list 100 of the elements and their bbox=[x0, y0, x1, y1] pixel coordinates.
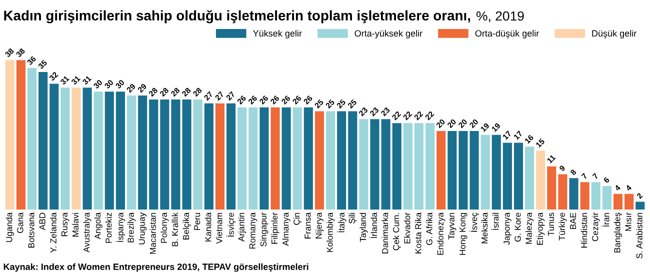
x-tick-label: Angola bbox=[94, 212, 102, 240]
x-tick-label: Cezayir bbox=[592, 212, 600, 242]
x-tick-label: Etiyopya bbox=[536, 212, 545, 245]
x-tick-label: Belçika bbox=[182, 212, 191, 240]
x-tick-label: Kolombiya bbox=[326, 212, 335, 252]
bar bbox=[248, 107, 258, 210]
x-tick-label: Türkiye bbox=[558, 212, 567, 240]
bar bbox=[182, 99, 192, 210]
x-tick-label: Uganda bbox=[6, 212, 14, 242]
x-tick-label: Uruguay bbox=[138, 212, 147, 244]
x-tick-label: Malavi bbox=[72, 212, 79, 237]
bar bbox=[381, 119, 390, 210]
x-tick-label: Avustralya bbox=[83, 212, 92, 252]
x-tick-label: Fransa bbox=[304, 212, 311, 238]
bar bbox=[348, 111, 358, 210]
bar bbox=[636, 202, 645, 210]
bar bbox=[126, 96, 136, 210]
bar bbox=[292, 107, 302, 210]
bar bbox=[492, 134, 501, 210]
x-tick-label: Japonya bbox=[504, 212, 512, 245]
bar bbox=[38, 72, 48, 210]
x-tick-label: Y. Zelanda bbox=[50, 212, 56, 253]
bar bbox=[60, 88, 70, 210]
x-tick-label: Kanada bbox=[204, 212, 212, 242]
bar bbox=[337, 111, 346, 210]
x-tick-label: Kosta Rika bbox=[414, 212, 422, 254]
bar bbox=[314, 111, 324, 210]
x-tick-label: Tayland bbox=[360, 212, 368, 242]
bar bbox=[536, 150, 546, 210]
x-tick-label: Tunus bbox=[548, 212, 554, 236]
x-tick-label: Hong Kong bbox=[460, 212, 468, 255]
bar bbox=[514, 142, 524, 210]
legend-label: Orta-yüksek gelir bbox=[354, 30, 422, 38]
x-tick-label: Rusya bbox=[61, 212, 70, 236]
x-tick-label: Çin bbox=[293, 212, 302, 225]
bar bbox=[326, 111, 336, 210]
bar bbox=[558, 174, 568, 210]
bar bbox=[458, 130, 468, 210]
x-tick-label: Mısır bbox=[625, 212, 632, 231]
x-tick-label: Peru bbox=[194, 212, 200, 230]
x-tick-label: ABD bbox=[39, 212, 46, 230]
bar bbox=[16, 60, 26, 210]
bar bbox=[370, 119, 380, 210]
bar bbox=[502, 142, 512, 210]
bar bbox=[204, 103, 214, 210]
bar bbox=[304, 107, 313, 210]
bar bbox=[602, 186, 612, 210]
legend-label: Düşük gelir bbox=[592, 30, 636, 38]
x-tick-label: Singapur bbox=[260, 212, 268, 246]
bar bbox=[624, 194, 634, 210]
bar bbox=[580, 182, 590, 210]
bar bbox=[160, 99, 170, 210]
x-tick-label: İran bbox=[602, 212, 610, 226]
bar bbox=[591, 182, 600, 210]
x-tick-label: Polonya bbox=[160, 212, 169, 243]
bar bbox=[392, 123, 402, 210]
bar bbox=[547, 166, 556, 210]
bar bbox=[569, 178, 578, 210]
bar bbox=[448, 130, 457, 210]
x-tick-label: Bangladeş bbox=[614, 212, 622, 252]
x-tick-label: Gana bbox=[17, 212, 24, 234]
bar bbox=[470, 130, 479, 210]
x-tick-label: Tayvan bbox=[448, 212, 456, 240]
bar bbox=[226, 103, 236, 210]
x-tick-label: İsveç bbox=[470, 212, 479, 232]
x-tick-label: Malezya bbox=[526, 212, 534, 244]
bar bbox=[116, 92, 125, 210]
bar bbox=[50, 84, 59, 210]
x-tick-label: Botsvana bbox=[28, 212, 34, 248]
x-tick-label: İsrail bbox=[491, 212, 499, 230]
x-tick-label: BAE bbox=[570, 212, 576, 229]
legend-label: Orta-düşük gelir bbox=[475, 30, 539, 38]
bar bbox=[403, 123, 412, 210]
x-tick-label: Arjantin bbox=[238, 212, 246, 242]
x-tick-label: İtalya bbox=[336, 212, 346, 232]
x-tick-label: Romanya bbox=[249, 212, 258, 249]
bar bbox=[104, 92, 114, 210]
x-tick-label: İsviçre bbox=[226, 212, 236, 236]
bar bbox=[426, 123, 435, 210]
bar bbox=[613, 194, 623, 210]
bar bbox=[270, 107, 280, 210]
bar bbox=[436, 130, 446, 210]
x-tick-label: Hindistan bbox=[580, 212, 588, 248]
x-tick-label: Nijerya bbox=[315, 212, 324, 238]
bar bbox=[359, 119, 368, 210]
x-tick-label: Macaristan bbox=[150, 212, 156, 254]
x-tick-label: Endonezya bbox=[437, 212, 446, 255]
x-tick-label: B. Krallık bbox=[172, 212, 178, 246]
legend-label: Yüksek gelir bbox=[252, 30, 302, 38]
bar bbox=[260, 107, 269, 210]
x-tick-label: Şili bbox=[348, 212, 357, 224]
bar bbox=[171, 99, 180, 210]
bar bbox=[82, 88, 92, 210]
bar bbox=[480, 134, 490, 210]
x-tick-label: S. Arabistan bbox=[636, 212, 642, 258]
bar bbox=[525, 146, 534, 210]
bar bbox=[282, 107, 291, 210]
bar bbox=[5, 60, 14, 210]
bar bbox=[94, 92, 103, 210]
bar bbox=[138, 96, 148, 210]
